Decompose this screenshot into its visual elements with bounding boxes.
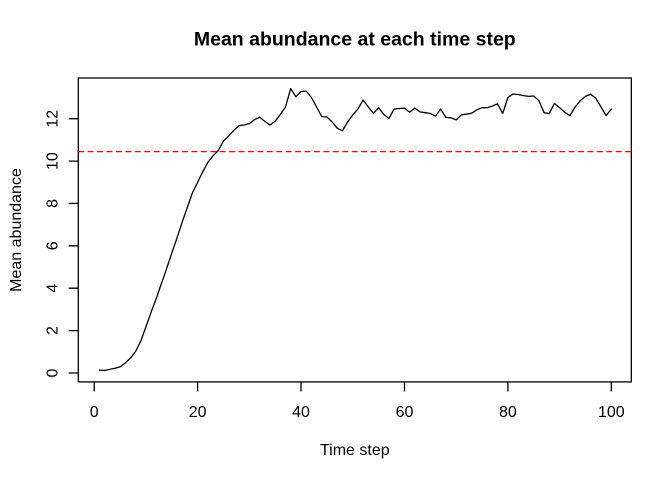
svg-text:Mean abundance: Mean abundance <box>8 168 25 292</box>
svg-text:80: 80 <box>499 404 517 421</box>
svg-text:8: 8 <box>45 199 62 208</box>
svg-text:0: 0 <box>45 368 62 377</box>
svg-text:100: 100 <box>598 404 625 421</box>
svg-text:6: 6 <box>45 241 62 250</box>
svg-text:0: 0 <box>90 404 99 421</box>
svg-text:20: 20 <box>189 404 207 421</box>
svg-text:12: 12 <box>45 110 62 128</box>
svg-text:10: 10 <box>45 152 62 170</box>
svg-text:Time step: Time step <box>320 442 390 459</box>
svg-text:40: 40 <box>292 404 310 421</box>
svg-text:2: 2 <box>45 326 62 335</box>
svg-text:60: 60 <box>396 404 414 421</box>
svg-text:4: 4 <box>45 284 62 293</box>
svg-text:Mean abundance at each time st: Mean abundance at each time step <box>194 29 516 51</box>
